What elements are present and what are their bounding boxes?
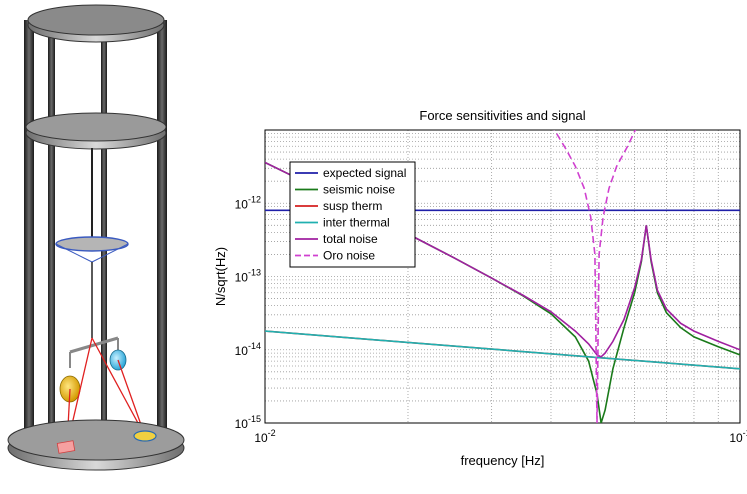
legend-label: Oro noise (323, 249, 375, 263)
force-sensitivity-chart: Force sensitivities and signal 10-210-11… (213, 108, 747, 468)
plot-area-frame (264, 129, 741, 424)
chart-title: Force sensitivities and signal (419, 108, 585, 123)
axis-ticks: 10-2 10-1 10-15 10-14 10-13 10-12 (235, 194, 747, 445)
legend-label: inter thermal (323, 216, 390, 230)
y-axis-label: N/sqrt(Hz) (213, 247, 228, 306)
legend: expected signal seismic noise susp therm in… (289, 161, 416, 268)
legend-label: susp therm (323, 199, 382, 213)
x-tick-label: 10-2 (254, 428, 275, 445)
y-tick-label: 10-13 (235, 268, 261, 285)
legend-label: seismic noise (323, 183, 395, 197)
legend-label: expected signal (323, 166, 406, 180)
legend-label: total noise (323, 232, 378, 246)
x-tick-label: 10-1 (729, 428, 747, 445)
series-line-oro-noise (553, 130, 637, 423)
legend-box (289, 161, 416, 268)
y-tick-label: 10-14 (235, 341, 261, 358)
series-line-inter-thermal (265, 330, 740, 370)
y-tick-label: 10-12 (235, 194, 261, 211)
series-line-total-noise (265, 161, 740, 358)
plot-grid (264, 130, 740, 424)
x-axis-label: frequency [Hz] (461, 453, 545, 468)
y-tick-label: 10-15 (235, 414, 261, 431)
pendulum-apparatus-illustration (7, 4, 185, 471)
